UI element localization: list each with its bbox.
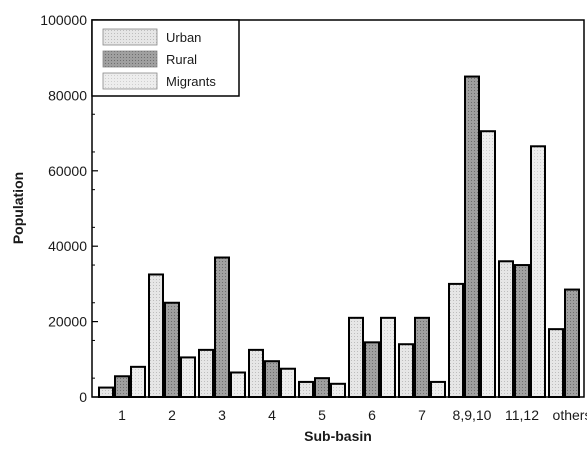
y-tick-label-60000: 60000: [48, 163, 87, 179]
x-axis-title: Sub-basin: [304, 428, 372, 444]
x-tick-label-2: 2: [168, 407, 176, 423]
bar-rural-3: [214, 256, 230, 399]
legend-swatch-rural: [102, 50, 158, 68]
bar-migrants-4: [280, 367, 296, 399]
bar-urban-7: [398, 343, 414, 398]
x-tick-label-4: 4: [268, 407, 276, 423]
legend-swatch-migrants: [102, 72, 158, 90]
bar-migrants-6: [380, 316, 396, 398]
bar-rural-11-12: [514, 264, 530, 398]
x-tick-label-1: 1: [118, 407, 126, 423]
bar-urban-6: [348, 316, 364, 398]
bar-migrants-7: [430, 380, 446, 399]
bar-rural-5: [314, 377, 330, 398]
x-tick-label-11-12: 11,12: [505, 407, 539, 423]
bar-urban-11-12: [498, 260, 514, 398]
y-tick-label-20000: 20000: [48, 314, 87, 330]
legend-label-urban: Urban: [166, 30, 201, 45]
bar-migrants-8-9-10: [480, 130, 496, 398]
bar-urban-4: [248, 348, 264, 398]
bar-rural-2: [164, 301, 180, 398]
bar-rural-4: [264, 360, 280, 398]
bar-rural-8-9-10: [464, 75, 480, 399]
bar-migrants-3: [230, 371, 246, 398]
x-tick-label-6: 6: [368, 407, 376, 423]
axis-ticks: 1 2 3 4 5 6 7 8,9,10 11,12 others 0 20000 40000 60000…: [40, 12, 587, 423]
y-axis-title: Population: [10, 172, 26, 244]
bar-migrants-1: [130, 365, 146, 398]
legend: Urban Rural Migrants: [91, 19, 240, 97]
bar-group: [98, 75, 580, 399]
bar-urban-1: [98, 386, 114, 399]
x-tick-label-8-9-10: 8,9,10: [453, 407, 492, 423]
bar-rural-6: [364, 341, 380, 398]
y-tick-label-0: 0: [79, 389, 87, 405]
bar-urban-3: [198, 348, 214, 398]
x-tick-label-5: 5: [318, 407, 326, 423]
bar-rural-7: [414, 316, 430, 398]
x-tick-label-7: 7: [418, 407, 426, 423]
bar-urban-others: [548, 328, 564, 399]
bar-urban-5: [298, 380, 314, 399]
legend-label-migrants: Migrants: [166, 74, 216, 89]
y-tick-label-40000: 40000: [48, 238, 87, 254]
bar-urban-8-9-10: [448, 282, 464, 398]
legend-swatch-urban: [102, 28, 158, 46]
bar-rural-1: [114, 375, 130, 399]
legend-label-rural: Rural: [166, 52, 197, 67]
bar-migrants-11-12: [530, 145, 546, 398]
bar-migrants-2: [180, 356, 196, 399]
y-tick-label-80000: 80000: [48, 87, 87, 103]
y-tick-label-100000: 100000: [40, 12, 87, 28]
x-tick-label-others: others: [553, 407, 587, 423]
bar-rural-others: [564, 288, 580, 398]
bar-migrants-5: [330, 382, 346, 398]
bar-urban-2: [148, 273, 164, 399]
x-tick-label-3: 3: [218, 407, 226, 423]
